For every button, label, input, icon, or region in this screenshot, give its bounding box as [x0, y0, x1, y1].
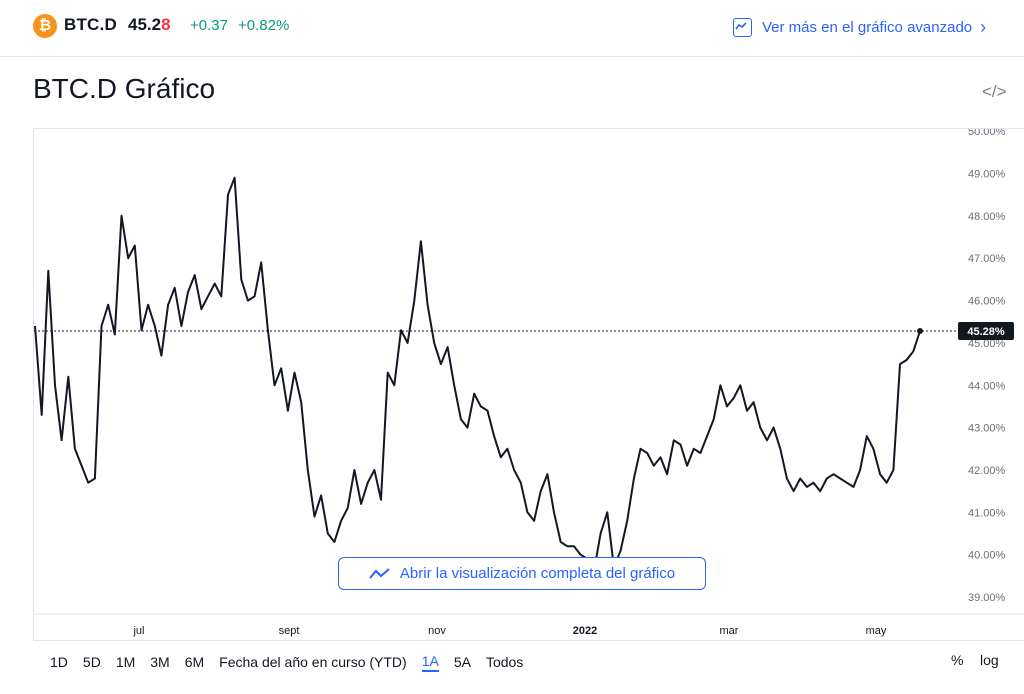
- price-main: 45.2: [128, 15, 162, 34]
- symbol-header: ₿ BTC.D 45.28 +0.37 +0.82% Ver más en el…: [0, 0, 1024, 57]
- range-selector: 1D 5D 1M 3M 6M Fecha del año en curso (YTD) 1A…: [50, 652, 538, 672]
- chart-trend-icon: [733, 17, 752, 37]
- y-tick-label: 45.00%: [968, 338, 1006, 350]
- y-tick-label: 42.00%: [968, 465, 1006, 477]
- y-tick-label: 44.00%: [968, 380, 1006, 392]
- open-full-chart-button[interactable]: Abrir la visualización completa del gráf…: [338, 557, 706, 590]
- price-change-percent: +0.82%: [238, 17, 290, 34]
- range-button[interactable]: 6M: [184, 654, 205, 670]
- series-line: [34, 176, 921, 573]
- advanced-chart-link-label: Ver más en el gráfico avanzado: [762, 18, 973, 36]
- last-value-point: [917, 328, 923, 335]
- x-tick-label: nov: [428, 625, 446, 637]
- trend-line-icon: [369, 567, 390, 579]
- chart-area[interactable]: 39.00% 40.00% 41.00% 42.00% 43.00% 44.00% 45.0…: [33, 128, 1024, 641]
- code-icon[interactable]: </>: [982, 82, 1007, 101]
- range-button[interactable]: Fecha del año en curso (YTD): [219, 654, 407, 670]
- percent-scale-toggle[interactable]: %: [951, 652, 964, 668]
- y-tick-label: 43.00%: [968, 423, 1006, 435]
- range-button[interactable]: 1M: [115, 654, 136, 670]
- x-tick-label: sept: [279, 625, 300, 637]
- y-tick-label: 50.00%: [968, 129, 1006, 138]
- advanced-chart-link[interactable]: Ver más en el gráfico avanzado ›: [733, 15, 986, 39]
- price-last-digit: 8: [161, 15, 171, 34]
- y-tick-label: 41.00%: [968, 507, 1006, 519]
- symbol-name[interactable]: BTC.D: [64, 15, 117, 34]
- x-tick-label: jul: [132, 625, 144, 637]
- chevron-right-icon: ›: [980, 16, 987, 37]
- page-title: BTC.D Gráfico: [33, 73, 216, 104]
- range-button[interactable]: 5D: [82, 654, 101, 670]
- x-tick-label: mar: [720, 625, 739, 637]
- y-tick-label: 47.00%: [968, 253, 1006, 265]
- x-tick-label: may: [866, 625, 887, 637]
- range-button[interactable]: 5A: [453, 654, 471, 670]
- open-full-chart-label: Abrir la visualización completa del gráf…: [399, 565, 676, 582]
- last-value-badge: [958, 322, 1014, 341]
- range-button[interactable]: 1D: [50, 654, 68, 670]
- price-change: +0.37: [190, 17, 228, 34]
- x-tick-label: 2022: [573, 625, 597, 637]
- y-tick-label: 46.00%: [968, 296, 1006, 308]
- log-scale-toggle[interactable]: log: [980, 652, 999, 668]
- bitcoin-icon: ₿: [33, 14, 57, 38]
- last-value-label: 45.28%: [967, 326, 1005, 338]
- range-button[interactable]: 3M: [150, 654, 170, 670]
- last-price: 45.28: [128, 15, 171, 35]
- y-tick-label: 40.00%: [968, 550, 1006, 562]
- y-tick-label: 49.00%: [968, 168, 1006, 180]
- range-button[interactable]: 1A: [421, 653, 439, 672]
- y-tick-label: 48.00%: [968, 211, 1006, 223]
- range-button[interactable]: Todos: [485, 654, 524, 670]
- y-tick-label: 39.00%: [968, 592, 1006, 604]
- price-chart: 39.00% 40.00% 41.00% 42.00% 43.00% 44.00% 45.0…: [34, 129, 1024, 637]
